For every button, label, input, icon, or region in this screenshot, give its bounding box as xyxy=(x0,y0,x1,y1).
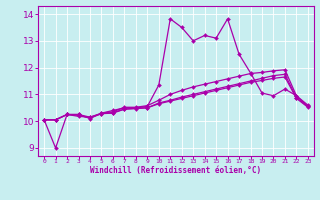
X-axis label: Windchill (Refroidissement éolien,°C): Windchill (Refroidissement éolien,°C) xyxy=(91,166,261,175)
